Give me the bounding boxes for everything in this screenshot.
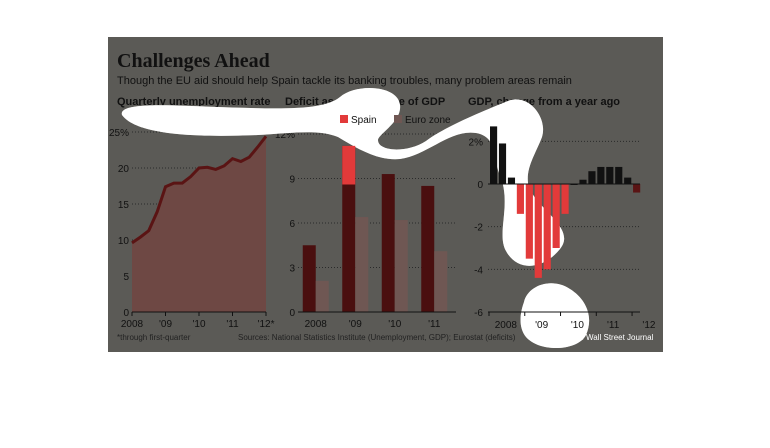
deficit-y-tick: 0 xyxy=(289,308,295,319)
gdp-bar xyxy=(597,166,605,184)
legend-swatch-spain xyxy=(340,115,348,123)
gdp-y-tick: -4 xyxy=(474,265,483,276)
unemployment-x-tick: 2008 xyxy=(121,319,144,330)
chart-panel: Challenges Ahead Though the EU aid shoul… xyxy=(108,37,663,352)
unemployment-chart-title: Quarterly unemployment rate xyxy=(117,96,271,108)
gdp-bar xyxy=(490,126,498,184)
deficit-y-tick: 3 xyxy=(289,264,295,275)
highlight-blob-bottom xyxy=(520,283,590,349)
gdp-bar xyxy=(507,177,516,184)
deficit-y-tick: 6 xyxy=(289,219,295,230)
gdp-bar xyxy=(543,184,551,270)
unemployment-area xyxy=(132,136,266,312)
deficit-bar-spain-highlight xyxy=(342,145,356,185)
gdp-x-tick: 2008 xyxy=(495,320,518,331)
gdp-bar xyxy=(516,184,524,214)
gdp-bar xyxy=(561,184,569,214)
publisher-credit: The Wall Street Journal xyxy=(570,333,654,342)
deficit-bar-eurozone xyxy=(355,217,369,312)
legend-label-eurozone: Euro zone xyxy=(405,115,451,126)
deficit-bar-eurozone xyxy=(315,280,329,312)
gdp-x-tick: '11 xyxy=(607,320,620,331)
gdp-x-tick: '10 xyxy=(571,320,584,331)
gdp-y-tick: -6 xyxy=(474,308,483,319)
deficit-bar-spain xyxy=(302,245,316,312)
unemployment-y-tick: 10 xyxy=(118,236,130,247)
unemployment-y-tick: 25% xyxy=(109,128,129,139)
gdp-bar xyxy=(552,184,560,248)
deficit-x-tick: '10 xyxy=(388,319,401,330)
legend-label-spain: Spain xyxy=(351,115,377,126)
sources-note: Sources: National Statistics Institute (… xyxy=(238,333,516,342)
deficit-x-tick: '11 xyxy=(428,319,441,330)
chart-title: Challenges Ahead xyxy=(117,50,270,72)
deficit-bar-spain xyxy=(421,185,435,312)
gdp-bar xyxy=(624,177,632,184)
chart-subtitle: Though the EU aid should help Spain tack… xyxy=(117,75,572,87)
gdp-bar xyxy=(615,166,623,184)
unemployment-y-tick: 5 xyxy=(123,272,129,283)
deficit-bar-eurozone xyxy=(434,251,448,312)
gdp-bar xyxy=(588,171,596,184)
gdp-bar xyxy=(606,166,614,184)
highlight-blob-top xyxy=(121,87,565,266)
deficit-x-tick: '09 xyxy=(349,319,362,330)
gdp-y-tick: 0 xyxy=(477,180,483,191)
deficit-bar-eurozone xyxy=(394,220,408,312)
deficit-y-tick: 9 xyxy=(289,175,295,186)
unemployment-y-tick: 20 xyxy=(118,164,130,175)
gdp-y-tick: 2% xyxy=(469,137,484,148)
deficit-y-tick: 12% xyxy=(275,130,295,141)
gdp-x-tick: '09 xyxy=(535,320,548,331)
unemployment-x-tick: '11 xyxy=(226,319,239,330)
gdp-bar xyxy=(633,184,641,193)
gdp-bar xyxy=(498,143,507,184)
gdp-bar xyxy=(534,184,542,278)
gdp-bar xyxy=(579,179,587,184)
unemployment-x-tick: '09 xyxy=(159,319,172,330)
footnote: *through first-quarter xyxy=(117,333,191,342)
unemployment-line xyxy=(131,135,268,245)
unemployment-x-tick: '10 xyxy=(192,319,205,330)
unemployment-x-tick: '12* xyxy=(258,319,275,330)
charts-svg: 0 5 10 15 20 25% 2008 '09 '10 '11 '12* 0 3 6 9 12% 2008 '… xyxy=(109,87,656,349)
unemployment-y-tick: 0 xyxy=(123,308,129,319)
deficit-bar-spain xyxy=(381,174,395,312)
gdp-y-tick: -2 xyxy=(474,223,483,234)
gdp-x-tick: '12 xyxy=(642,320,655,331)
deficit-x-tick: 2008 xyxy=(305,319,328,330)
legend-swatch-eurozone xyxy=(394,115,402,123)
gdp-bar xyxy=(525,184,533,259)
deficit-bar-spain xyxy=(342,145,356,312)
unemployment-y-tick: 15 xyxy=(118,200,130,211)
